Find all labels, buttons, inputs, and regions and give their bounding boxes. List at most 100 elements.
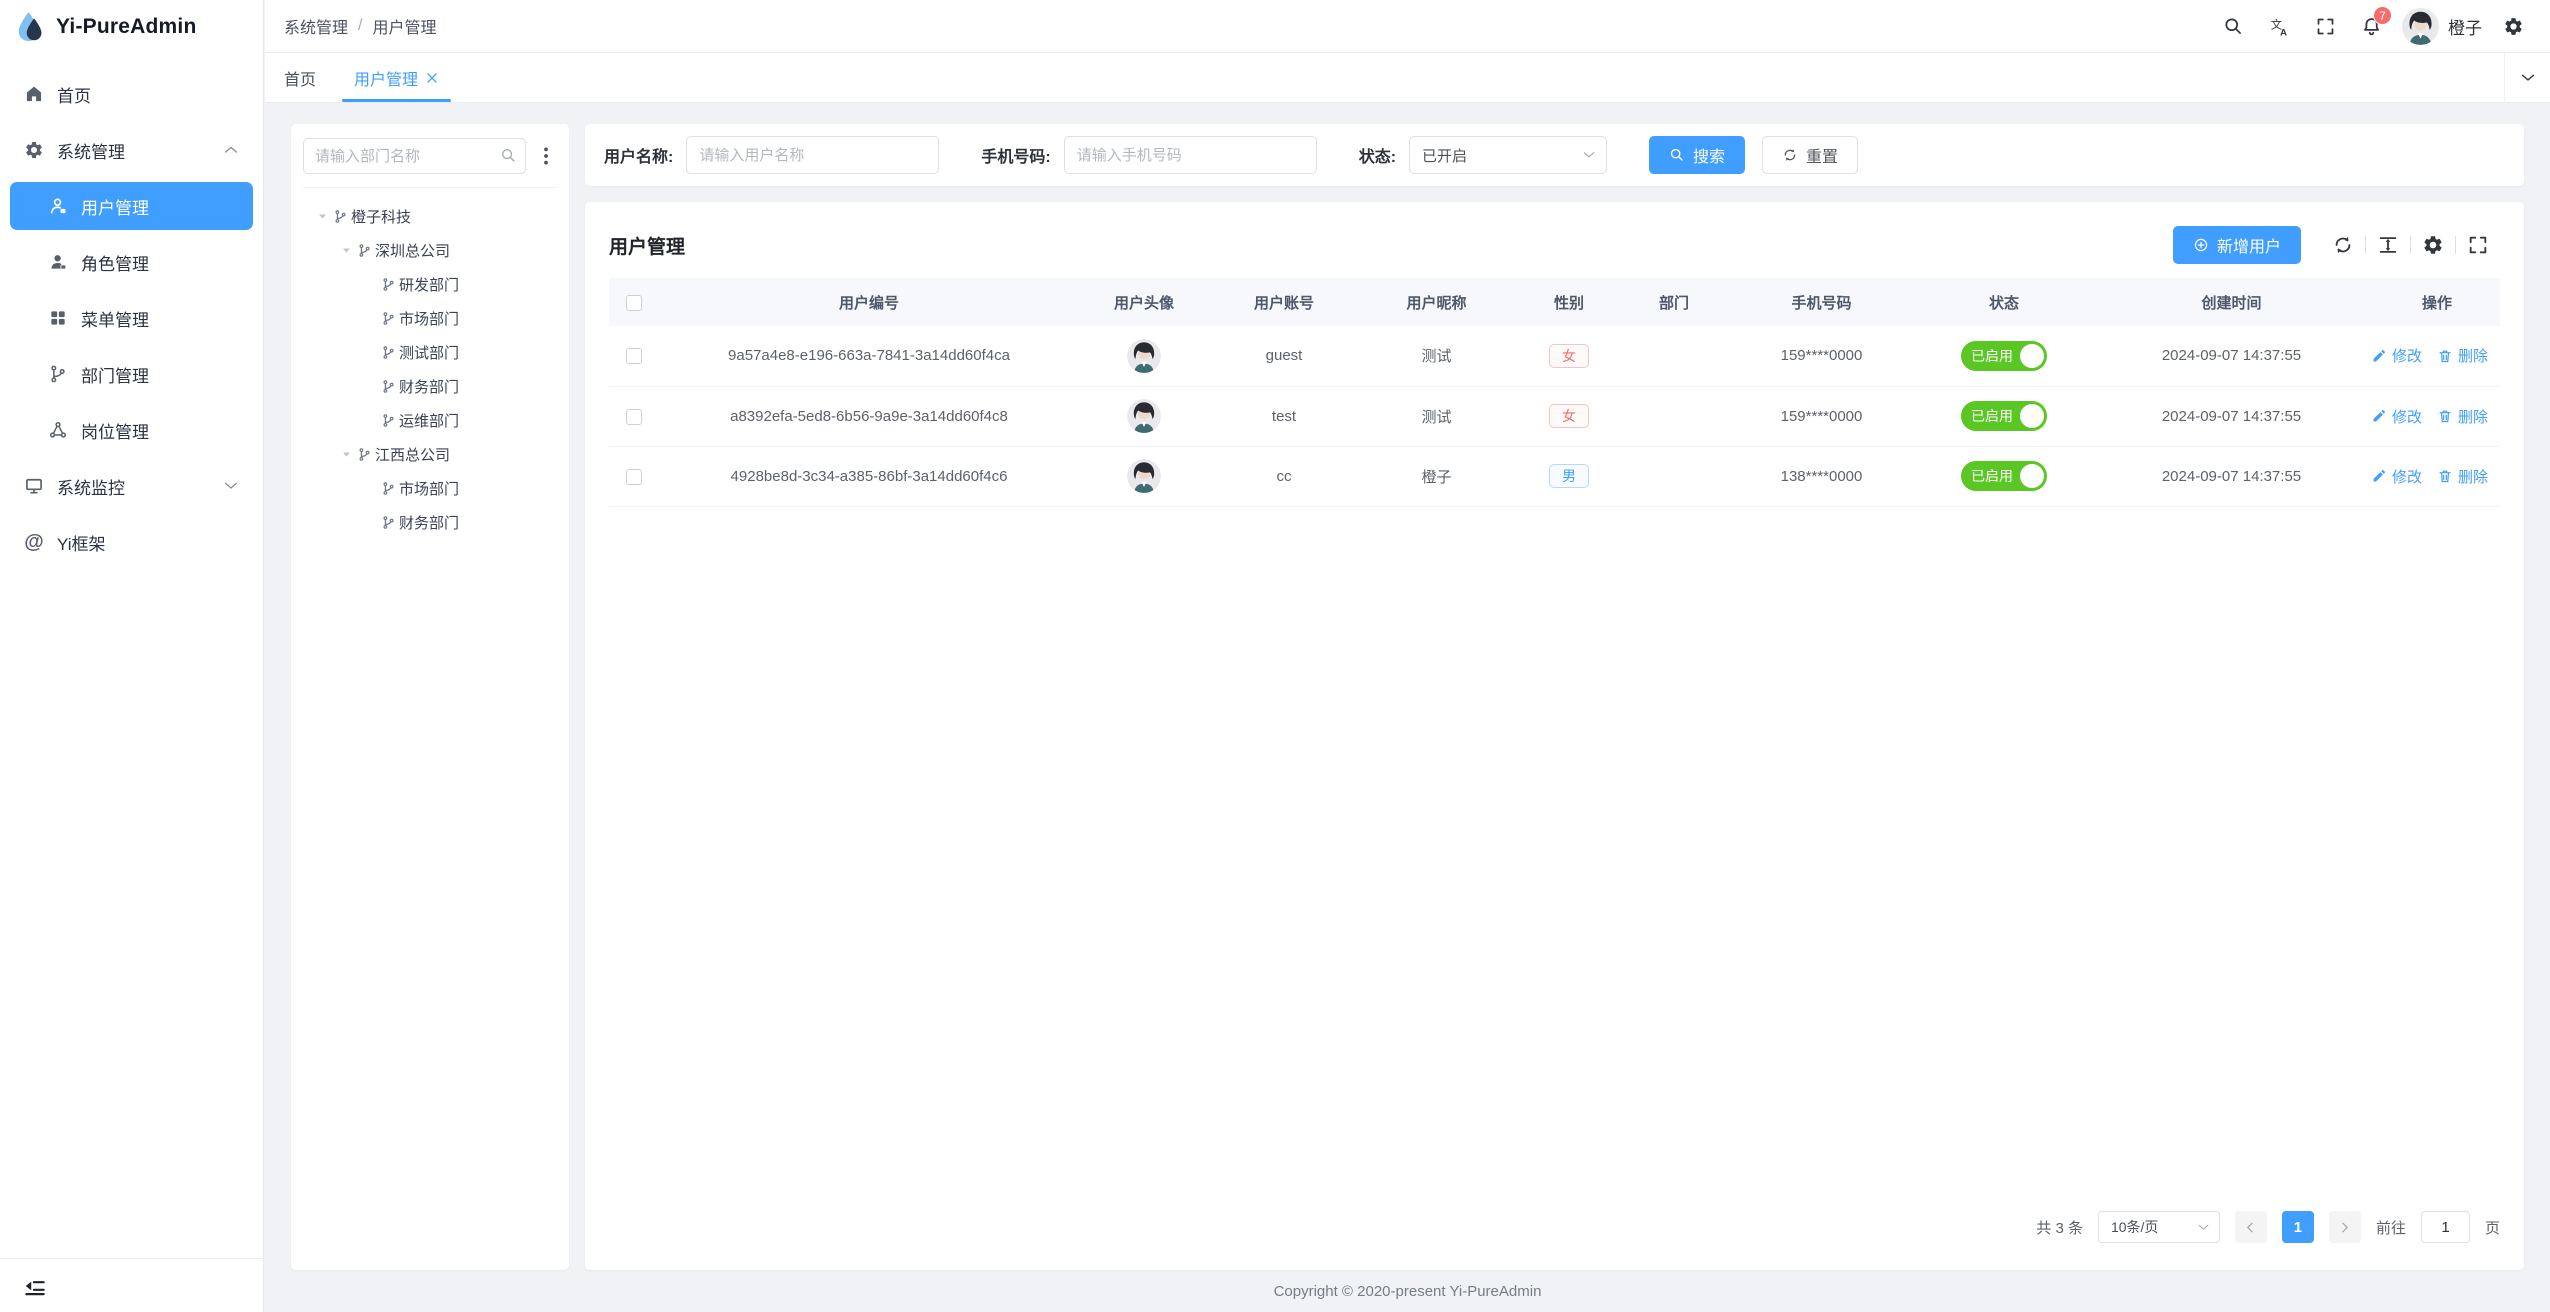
copyright-text: Copyright © 2020-present Yi-PureAdmin [1273, 1282, 1542, 1300]
user-menu[interactable]: 橙子 [2394, 8, 2490, 45]
settings-button[interactable] [2490, 0, 2536, 52]
refresh-icon[interactable] [2332, 234, 2354, 256]
row-checkbox[interactable] [626, 348, 642, 365]
dept-search-input[interactable] [303, 138, 526, 174]
footer: Copyright © 2020-present Yi-PureAdmin [291, 1270, 2524, 1312]
tree-node[interactable]: 财务部门 [303, 505, 557, 539]
sidebar-item-label: 角色管理 [81, 254, 149, 274]
chevron-down-icon [2198, 1224, 2209, 1230]
dept-search-wrap [303, 138, 526, 174]
tree-node[interactable]: 测试部门 [303, 335, 557, 369]
edit-button[interactable]: 修改 [2371, 406, 2422, 427]
tabs-more-button[interactable] [2504, 53, 2550, 102]
sidebar-item-home[interactable]: 首页 [10, 70, 253, 118]
menu-grid-icon [51, 311, 65, 325]
tree-node-icon [383, 311, 394, 325]
tree-node[interactable]: 橙子科技 [303, 199, 557, 233]
delete-button[interactable]: 删除 [2437, 345, 2488, 366]
cell-user-id: 9a57a4e8-e196-663a-7841-3a14dd60f4ca [659, 326, 1079, 387]
status-select[interactable]: 已开启 [1409, 136, 1608, 174]
caret-down-icon[interactable] [335, 448, 357, 460]
more-vertical-icon[interactable] [535, 145, 557, 167]
status-toggle[interactable]: 已启用 [1961, 461, 2047, 491]
app-title: Yi-PureAdmin [56, 15, 197, 38]
filter-phone: 手机号码: [981, 136, 1317, 174]
logo-drop-icon [18, 12, 42, 42]
caret-down-icon[interactable] [335, 244, 357, 256]
select-all-checkbox[interactable] [626, 294, 642, 311]
divider [2365, 236, 2366, 254]
tab-label: 首页 [284, 71, 317, 89]
page-size-select[interactable]: 10条/页 [2097, 1211, 2220, 1243]
row-checkbox[interactable] [626, 408, 642, 425]
filter-bar: 用户名称: 手机号码: 状态: 已开启 [585, 124, 2524, 186]
density-icon[interactable] [2377, 234, 2399, 256]
dept-tree-panel: 橙子科技 深圳总公司 研发部门 市场部门 [291, 124, 569, 1270]
cell-nickname: 橙子 [1359, 446, 1514, 507]
table-toolbar [2321, 234, 2500, 256]
caret-down-icon[interactable] [311, 210, 333, 222]
col-header-account: 用户账号 [1209, 278, 1359, 326]
tree-node-label: 市场部门 [399, 480, 460, 498]
edit-button[interactable]: 修改 [2371, 466, 2422, 487]
app-logo[interactable]: Yi-PureAdmin [0, 0, 263, 54]
prev-page-button[interactable] [2234, 1211, 2267, 1243]
status-toggle[interactable]: 已启用 [1961, 340, 2047, 371]
fullscreen-button[interactable] [2302, 0, 2348, 52]
page-number-button[interactable]: 1 [2281, 1211, 2314, 1243]
tree-node[interactable]: 深圳总公司 [303, 233, 557, 267]
delete-button[interactable]: 删除 [2437, 466, 2488, 487]
breadcrumb-parent[interactable]: 系统管理 [284, 20, 349, 37]
tree-node-icon [383, 481, 394, 495]
status-toggle[interactable]: 已启用 [1961, 401, 2047, 431]
tree-node[interactable]: 研发部门 [303, 267, 557, 301]
column-settings-icon[interactable] [2422, 234, 2444, 256]
delete-button[interactable]: 删除 [2437, 406, 2488, 427]
edit-button[interactable]: 修改 [2371, 345, 2422, 366]
sidebar-item-label: 菜单管理 [81, 310, 149, 330]
col-header-avatar: 用户头像 [1079, 278, 1209, 326]
tree-node-icon [383, 413, 394, 427]
next-page-button[interactable] [2328, 1211, 2361, 1243]
sidebar-item-post-manage[interactable]: 岗位管理 [10, 406, 253, 454]
notifications-button[interactable]: 7 [2348, 0, 2394, 52]
reset-button[interactable]: 重置 [1762, 136, 1859, 174]
delete-label: 删除 [2458, 408, 2489, 426]
tab-user-manage[interactable]: 用户管理 [335, 53, 458, 102]
tree-node-icon [383, 379, 394, 393]
sidebar-item-menu-manage[interactable]: 菜单管理 [10, 294, 253, 342]
sidebar-item-dept-manage[interactable]: 部门管理 [10, 350, 253, 398]
filter-buttons: 搜索 重置 [1649, 136, 1859, 174]
user-avatar [1127, 339, 1161, 373]
tree-node-icon [335, 209, 346, 223]
add-user-button[interactable]: 新增用户 [2172, 226, 2301, 264]
tree-node[interactable]: 市场部门 [303, 471, 557, 505]
goto-page-input[interactable] [2420, 1211, 2470, 1243]
language-button[interactable]: 文 A [2256, 0, 2302, 52]
table-fullscreen-icon[interactable] [2467, 234, 2489, 256]
phone-input[interactable] [1063, 136, 1317, 174]
username-input[interactable] [686, 136, 940, 174]
sidebar-item-role-manage[interactable]: 角色管理 [10, 238, 253, 286]
search-submit-button[interactable]: 搜索 [1649, 136, 1746, 174]
collapse-sidebar-icon[interactable] [22, 1273, 48, 1299]
sidebar-item-system-manage[interactable]: 系统管理 [10, 126, 253, 174]
sidebar-item-system-monitor[interactable]: 系统监控 [10, 462, 253, 510]
filter-label: 状态: [1358, 149, 1397, 166]
tree-node[interactable]: 市场部门 [303, 301, 557, 335]
home-icon [26, 86, 42, 102]
col-header-dept: 部门 [1624, 278, 1724, 326]
tree-node[interactable]: 运维部门 [303, 403, 557, 437]
row-checkbox[interactable] [626, 468, 642, 485]
sidebar-item-user-manage[interactable]: 用户管理 [10, 182, 253, 230]
tree-node[interactable]: 财务部门 [303, 369, 557, 403]
tree-node[interactable]: 江西总公司 [303, 437, 557, 471]
chevron-down-icon [1583, 152, 1595, 158]
search-button[interactable] [2210, 0, 2256, 52]
tab-home[interactable]: 首页 [265, 53, 335, 102]
close-icon[interactable] [425, 71, 439, 85]
tree-node-icon [383, 277, 394, 291]
tab-label: 用户管理 [354, 71, 419, 89]
table-row: 4928be8d-3c34-a385-86bf-3a14dd60f4c6 cc … [609, 446, 2500, 507]
sidebar-item-yi-framework[interactable]: @ Yi框架 [10, 518, 253, 566]
